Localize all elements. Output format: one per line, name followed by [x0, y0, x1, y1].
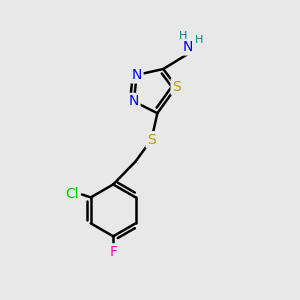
- Text: N: N: [129, 94, 139, 108]
- Text: N: N: [132, 68, 142, 82]
- Text: H: H: [194, 35, 203, 45]
- Text: H: H: [179, 31, 187, 41]
- Text: N: N: [183, 40, 194, 54]
- Text: F: F: [109, 244, 117, 259]
- Text: Cl: Cl: [65, 188, 78, 202]
- Text: S: S: [147, 133, 156, 147]
- Text: S: S: [172, 80, 181, 94]
